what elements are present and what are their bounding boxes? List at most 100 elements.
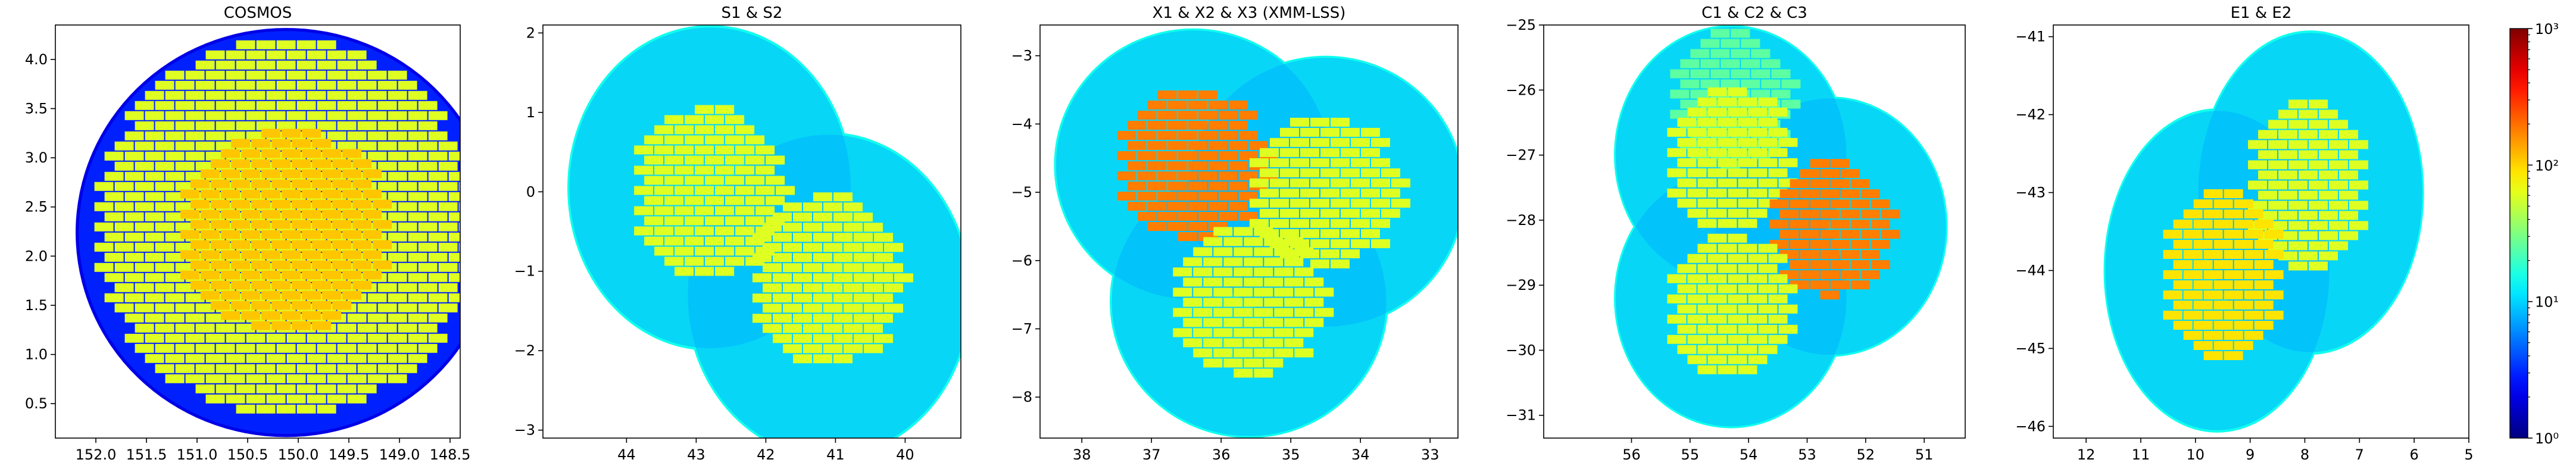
tile: [2254, 300, 2274, 310]
tile: [1178, 110, 1197, 120]
tile: [1697, 137, 1717, 147]
tile: [104, 192, 124, 201]
y-tick: −5: [1011, 184, 1040, 201]
y-tick-label: −44: [2015, 262, 2046, 279]
tile: [1680, 59, 1700, 68]
tile: [292, 159, 311, 168]
tile: [2288, 221, 2308, 230]
tile: [175, 303, 195, 312]
tile: [1830, 280, 1850, 290]
tile: [135, 343, 154, 353]
tile: [418, 222, 438, 232]
tile: [1371, 137, 1390, 147]
tile: [114, 262, 134, 272]
tile: [1860, 210, 1880, 219]
tile: [1830, 220, 1850, 229]
tile: [1198, 110, 1217, 120]
tile: [1264, 237, 1284, 246]
tile: [654, 246, 674, 256]
tile: [2288, 261, 2308, 271]
tile: [664, 135, 684, 145]
tile: [276, 384, 296, 393]
tile: [1779, 210, 1799, 219]
tile: [1718, 198, 1737, 208]
colorbar-tick: 10¹: [2528, 294, 2559, 311]
tile: [246, 50, 266, 60]
tile: [1771, 89, 1791, 99]
tile: [241, 290, 261, 300]
tile: [675, 206, 694, 215]
tile: [634, 186, 654, 195]
tile: [286, 111, 306, 120]
x-tick-label: 42: [757, 446, 775, 463]
tile: [1738, 117, 1757, 127]
tile: [2329, 180, 2349, 190]
tile: [104, 171, 124, 181]
tile: [2244, 249, 2263, 259]
tile: [1117, 171, 1136, 180]
tile: [180, 230, 200, 239]
tile: [1361, 229, 1380, 238]
tile: [1331, 137, 1350, 147]
tile: [296, 404, 316, 414]
tile: [1728, 274, 1747, 283]
tile: [155, 364, 174, 373]
tile: [322, 230, 342, 239]
tile: [327, 333, 346, 343]
tile: [833, 354, 853, 364]
tile: [388, 131, 407, 140]
y-tick-label: −41: [2015, 29, 2046, 45]
tile: [1274, 267, 1294, 277]
tile: [261, 129, 281, 138]
tile: [1137, 171, 1157, 180]
tile: [1677, 284, 1697, 293]
y-tick-label: −25: [1506, 17, 1536, 33]
y-tick-label: −1: [514, 263, 535, 280]
tile: [2203, 229, 2223, 239]
y-tick-label: 1.5: [25, 297, 48, 314]
tile: [1860, 230, 1880, 239]
tile: [246, 374, 266, 383]
tile: [175, 364, 195, 373]
tile: [1680, 79, 1700, 89]
tile: [664, 257, 684, 266]
y-tick-label: 2: [526, 24, 535, 41]
tile: [94, 242, 114, 252]
tile: [367, 151, 387, 161]
tile: [180, 189, 200, 199]
tile: [654, 186, 674, 195]
tile: [1810, 280, 1829, 290]
tile: [312, 139, 332, 148]
tile: [1260, 208, 1279, 218]
tile: [2299, 170, 2318, 180]
tile: [195, 364, 215, 373]
colorbar-tick: 10³: [2528, 21, 2559, 37]
tile: [216, 60, 235, 70]
tile: [367, 90, 387, 100]
tile: [165, 354, 185, 363]
tile: [1790, 179, 1809, 189]
tile: [1738, 243, 1757, 253]
tile: [124, 252, 144, 262]
tile: [1718, 117, 1737, 127]
tile-region-1: [180, 129, 392, 330]
tile: [408, 273, 427, 282]
tile: [312, 321, 332, 330]
tile: [1748, 188, 1768, 198]
tile: [695, 246, 714, 256]
tile: [428, 111, 448, 120]
tile: [211, 280, 230, 290]
tile: [1223, 338, 1243, 348]
tile: [755, 165, 775, 175]
tile: [1294, 267, 1314, 277]
tile: [1183, 277, 1203, 287]
tile: [1790, 199, 1809, 209]
tile: [2299, 251, 2318, 261]
y-tick: −6: [1011, 252, 1040, 269]
tile: [276, 101, 296, 110]
tile: [1748, 294, 1768, 304]
tile: [185, 111, 205, 120]
tile: [261, 210, 281, 219]
tile: [175, 343, 195, 353]
tile: [864, 304, 883, 313]
